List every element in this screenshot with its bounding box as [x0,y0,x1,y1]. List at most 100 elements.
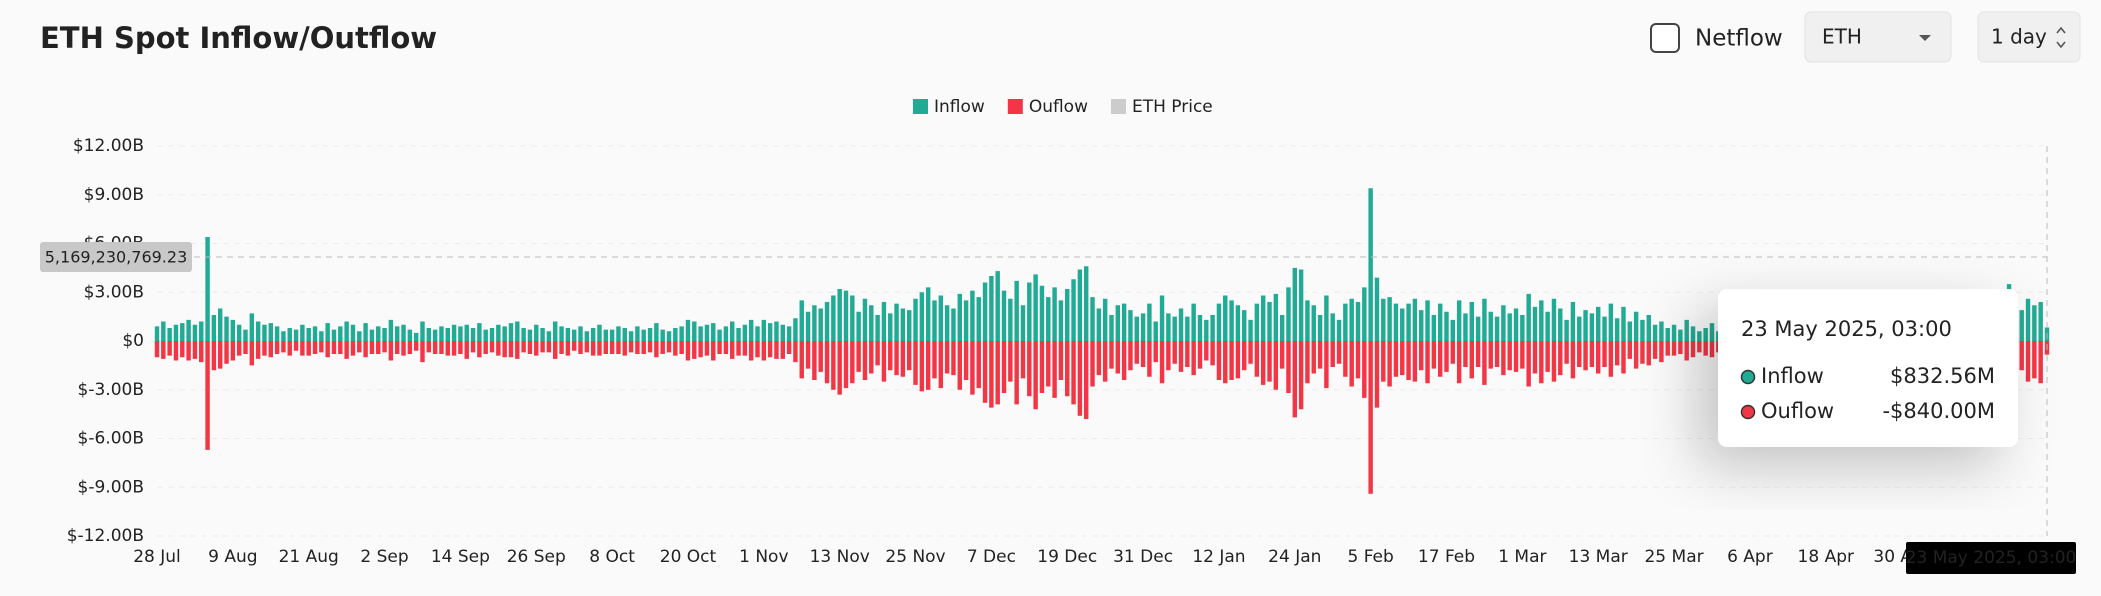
bar [262,324,267,341]
bar [230,319,236,341]
bar [717,329,722,341]
bar [742,324,748,341]
bar [730,341,735,359]
bar [1191,303,1196,341]
bar [976,341,981,389]
x-tick-label: 14 Sep [431,547,490,567]
bar [989,276,994,341]
x-tick-label: 13 Mar [1569,547,1628,567]
bar [692,341,697,359]
bar [856,341,861,372]
bar [1501,341,1506,376]
bar [2025,341,2031,382]
bar [1317,315,1323,341]
bar [628,331,634,341]
tooltip: 23 May 2025, 03:00 Inflow $832.56M Ouflow -$… [1718,289,2018,447]
bar [597,324,602,341]
bar [350,341,356,356]
x-tick-label: 25 Nov [885,547,945,567]
bar [2019,310,2024,341]
bar [1172,341,1177,364]
bar [1248,319,1253,341]
bar [843,341,849,389]
bar [925,341,931,390]
bar [805,341,811,369]
bar [622,328,627,341]
bar [761,341,767,361]
bar [224,341,229,364]
bar [748,319,754,341]
bar [1463,341,1468,367]
bar [521,328,526,341]
bar [1564,341,1569,364]
bar [1235,305,1241,341]
bar [1608,303,1614,341]
bar [1652,324,1658,341]
bar [1210,315,1215,341]
bar [590,328,596,341]
bar [1166,313,1171,341]
legend-swatch [1110,99,1126,114]
bar [205,237,210,341]
bar [881,341,887,382]
bar [1551,298,1557,341]
bar [534,341,539,356]
bar [932,300,937,341]
bar [1697,331,1702,341]
bar [432,329,438,341]
bar [1564,319,1569,341]
bar [1545,341,1550,372]
bar [1210,341,1215,366]
bar [761,319,767,341]
bar [1134,341,1139,364]
bar [963,341,969,380]
crosshair-y-label: 5,169,230,769.23 [45,248,188,267]
bar [1558,341,1563,376]
bar [1355,341,1361,379]
bar [376,341,381,354]
bar [2038,341,2043,384]
bar [982,341,988,403]
netflow-label[interactable]: Netflow [1695,26,1783,52]
legend-label: ETH Price [1132,97,1213,117]
bar [654,341,659,358]
bar [363,323,368,341]
bar [255,341,261,359]
bar [869,341,874,374]
bar [609,341,615,354]
y-tick-label: $9.00B [84,185,144,205]
bar [1083,341,1089,419]
asset-select[interactable] [1804,11,1952,63]
bar [1482,341,1487,385]
bar [186,319,191,341]
x-tick-label: 5 Feb [1347,547,1393,567]
bar [1330,341,1335,367]
bar [1242,341,1247,371]
bar [944,305,950,341]
bar [1298,341,1304,410]
interval-select[interactable] [1977,11,2081,63]
bar [1659,341,1664,363]
bar [180,341,185,358]
bar [167,328,172,341]
bar [1292,341,1298,418]
bar [2032,341,2037,379]
netflow-checkbox[interactable] [1650,23,1680,53]
bar [1419,341,1424,371]
spinner-icon [2056,26,2066,49]
bar [1121,341,1127,380]
bar [1539,341,1544,384]
bar [1444,341,1449,372]
bar [451,324,457,341]
y-tick-label: $-3.00B [78,380,144,400]
bar [306,341,311,356]
x-tick-label: 25 Mar [1644,547,1703,567]
bar [578,341,583,354]
bar [1690,341,1696,358]
bar [1096,308,1102,341]
bar [1400,308,1405,341]
bar [1526,341,1531,387]
bar [1254,303,1260,341]
bar [300,324,305,341]
bar [1039,341,1045,393]
